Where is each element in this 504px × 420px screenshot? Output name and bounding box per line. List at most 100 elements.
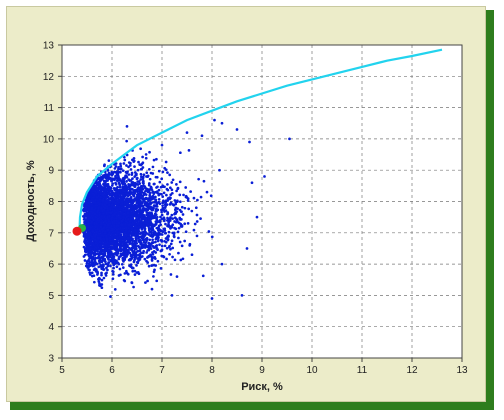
scatter-point — [104, 272, 107, 276]
scatter-point — [127, 209, 130, 213]
scatter-point — [145, 211, 149, 214]
scatter-point — [156, 237, 160, 241]
scatter-point — [150, 225, 154, 229]
scatter-point — [168, 186, 172, 190]
scatter-point — [134, 213, 138, 217]
scatter-point — [140, 236, 143, 240]
scatter-point — [162, 191, 166, 195]
scatter-point — [141, 175, 145, 179]
scatter-point — [129, 197, 132, 201]
scatter-point — [90, 263, 94, 266]
y-tick-label: 12 — [43, 72, 55, 83]
scatter-point — [171, 246, 175, 250]
scatter-point — [118, 185, 122, 189]
scatter-point — [149, 171, 153, 175]
scatter-point — [84, 204, 88, 208]
scatter-point — [109, 233, 113, 236]
scatter-point — [165, 187, 169, 191]
scatter-point — [149, 207, 153, 211]
scatter-point — [130, 181, 134, 185]
scatter-point — [136, 168, 140, 172]
scatter-point — [119, 211, 123, 214]
scatter-point — [98, 282, 101, 285]
scatter-point — [126, 236, 130, 240]
scatter-point — [102, 179, 106, 183]
scatter-point — [142, 173, 146, 177]
scatter-point — [96, 249, 99, 253]
scatter-point — [86, 238, 90, 242]
scatter-point — [127, 217, 130, 221]
scatter-point — [96, 252, 99, 256]
scatter-point — [144, 153, 148, 156]
scatter-point — [103, 206, 107, 210]
scatter-point — [173, 199, 177, 202]
scatter-point — [255, 215, 259, 219]
scatter-point — [96, 190, 100, 194]
scatter-point — [152, 192, 156, 196]
scatter-point — [113, 224, 116, 227]
scatter-point — [175, 189, 178, 193]
scatter-point — [109, 264, 112, 268]
scatter-point — [160, 233, 164, 236]
scatter-point — [87, 228, 91, 232]
scatter-point — [168, 173, 172, 177]
scatter-point — [85, 242, 89, 246]
scatter-point — [153, 182, 156, 186]
scatter-point — [106, 187, 110, 191]
scatter-point — [116, 172, 120, 176]
scatter-point — [125, 180, 128, 183]
y-tick-label: 9 — [48, 166, 54, 177]
scatter-point — [124, 222, 127, 226]
scatter-point — [144, 200, 147, 204]
scatter-point — [120, 206, 124, 209]
scatter-point — [136, 249, 140, 253]
scatter-point — [146, 199, 150, 203]
scatter-point — [112, 178, 116, 181]
scatter-point — [110, 184, 114, 187]
scatter-point — [88, 231, 92, 235]
scatter-point — [90, 258, 94, 262]
scatter-point — [133, 269, 137, 273]
scatter-point — [121, 241, 125, 245]
y-tick-label: 11 — [44, 103, 55, 114]
scatter-point — [103, 252, 107, 256]
scatter-point — [166, 237, 170, 241]
scatter-point — [123, 279, 127, 283]
scatter-point — [169, 242, 173, 246]
scatter-point — [134, 245, 138, 248]
scatter-point — [171, 217, 175, 221]
scatter-point — [107, 211, 111, 214]
scatter-point — [129, 168, 133, 171]
scatter-point — [146, 279, 149, 283]
scatter-point — [121, 227, 125, 230]
x-tick-label: 10 — [306, 365, 318, 376]
scatter-point — [177, 251, 180, 255]
scatter-point — [101, 174, 105, 177]
scatter-point — [115, 228, 119, 232]
scatter-point — [92, 243, 95, 247]
scatter-point — [151, 251, 154, 254]
scatter-point — [110, 245, 113, 249]
scatter-point — [180, 218, 183, 221]
scatter-point — [123, 177, 126, 180]
scatter-point — [139, 147, 142, 151]
scatter-point — [149, 242, 153, 246]
scatter-point — [178, 193, 182, 197]
scatter-point — [101, 245, 104, 249]
scatter-point — [89, 226, 93, 229]
scatter-point — [103, 215, 106, 219]
scatter-point — [141, 194, 145, 198]
scatter-point — [90, 214, 93, 218]
scatter-point — [143, 203, 147, 207]
scatter-point — [128, 240, 131, 244]
scatter-point — [140, 162, 144, 166]
scatter-point — [173, 226, 176, 230]
scatter-point — [99, 263, 103, 267]
scatter-point — [137, 160, 140, 164]
scatter-point — [111, 272, 115, 276]
scatter-point — [96, 208, 100, 212]
scatter-point — [197, 177, 200, 181]
scatter-cloud — [81, 118, 291, 300]
scatter-point — [165, 257, 168, 261]
scatter-point — [165, 203, 169, 206]
